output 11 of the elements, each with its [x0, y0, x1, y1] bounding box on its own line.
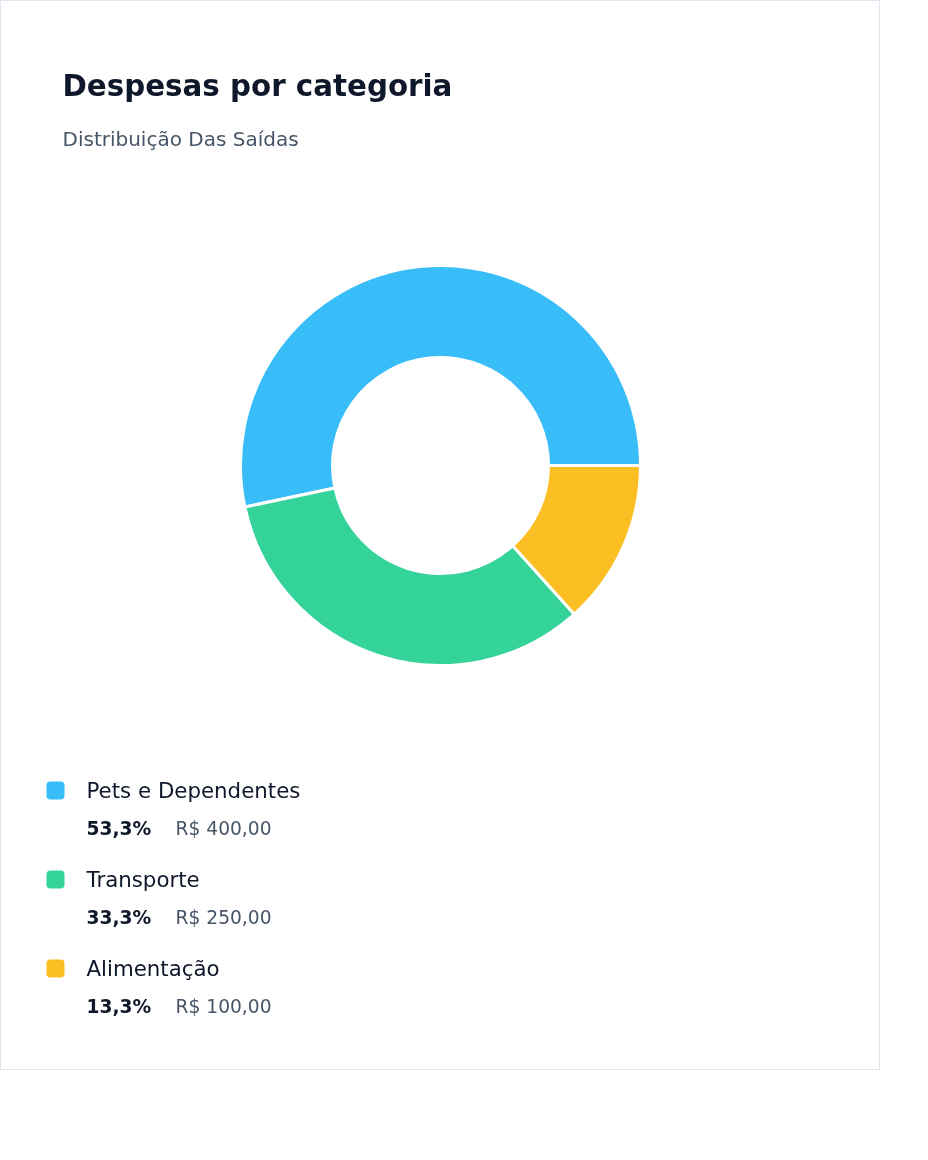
data-label: R$ 100,00	[175, 996, 272, 1017]
legend-label: Alimentação	[86, 956, 220, 981]
text: 53,3%	[86, 818, 152, 839]
text: 13,3%	[86, 996, 152, 1017]
legend-label: Pets e Dependentes	[86, 778, 301, 803]
data-label: R$ 250,00	[175, 907, 272, 928]
data-label: R$ 400,00	[175, 818, 272, 839]
chart-title: Despesas por categoria	[62, 68, 453, 103]
chart-subtitle: Distribuição Das Saídas	[62, 126, 299, 151]
text: 33,3%	[86, 907, 152, 928]
legend-label: Transporte	[85, 867, 200, 892]
